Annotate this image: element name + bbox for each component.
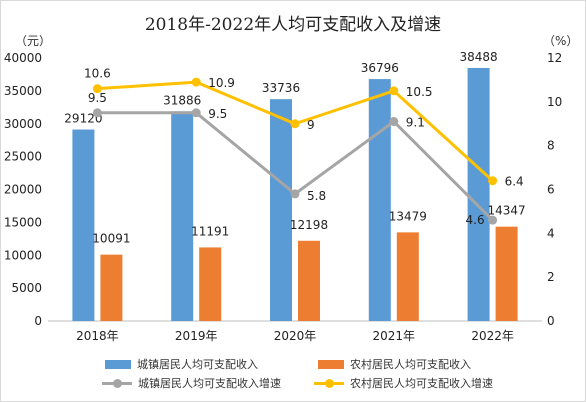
legend-item-rural-income: 农村居民人均可支配收入	[318, 356, 471, 372]
legend-marker-urban-growth	[102, 377, 132, 389]
bar-data-label: 12198	[290, 218, 328, 232]
line-data-label: 9.5	[208, 107, 227, 121]
x-tick-label: 2018年	[76, 329, 119, 343]
bar-data-label: 10091	[92, 232, 130, 246]
bar	[270, 99, 292, 322]
left-tick-label: 20000	[4, 183, 42, 197]
line-point	[191, 108, 201, 118]
line-point	[290, 189, 300, 199]
legend-item-urban-growth: 城镇居民人均可支配收入增速	[102, 375, 281, 391]
left-tick-label: 40000	[4, 51, 42, 65]
left-axis-unit: （元）	[15, 34, 52, 48]
legend-label-urban-income: 城镇居民人均可支配收入	[137, 358, 258, 371]
left-tick-label: 35000	[4, 84, 42, 98]
line-point	[92, 84, 102, 94]
legend-swatch-rural-income	[318, 359, 344, 369]
legend-label-urban-growth: 城镇居民人均可支配收入增速	[138, 377, 281, 390]
bar-data-label: 36796	[361, 61, 399, 75]
right-tick-label: 12	[547, 51, 562, 65]
legend-marker-rural-growth	[314, 377, 344, 389]
line-data-label: 9.1	[406, 116, 425, 130]
left-tick-label: 25000	[4, 150, 42, 164]
series-line	[97, 80, 494, 182]
right-tick-label: 2	[547, 270, 555, 284]
bar	[467, 67, 490, 321]
right-tick-label: 6	[547, 183, 555, 197]
left-tick-label: 10000	[4, 248, 42, 262]
bar-data-label: 14347	[488, 204, 526, 218]
line-point	[488, 176, 498, 186]
x-tick-label: 2019年	[175, 329, 218, 343]
bar-data-label: 31886	[163, 93, 201, 107]
right-tick-label: 0	[547, 314, 555, 328]
bar	[396, 232, 419, 321]
legend-item-urban-income: 城镇居民人均可支配收入	[105, 356, 258, 372]
x-tick-label: 2020年	[274, 329, 317, 343]
bar	[72, 129, 95, 321]
line-data-label: 9.5	[88, 91, 107, 105]
line-point	[191, 77, 201, 87]
bar-data-label: 11191	[191, 224, 229, 238]
line-point	[488, 215, 498, 225]
x-tick-label: 2022年	[471, 329, 514, 343]
bar-data-label: 33736	[262, 81, 300, 95]
line-point	[92, 108, 102, 118]
bar-data-label: 13479	[389, 209, 427, 223]
line-data-label: 4.6	[466, 213, 485, 227]
bar	[298, 240, 320, 321]
legend-item-rural-growth: 农村居民人均可支配收入增速	[314, 375, 493, 391]
line-data-label: 10.9	[208, 76, 235, 90]
x-tick-label: 2021年	[373, 329, 416, 343]
right-axis-unit: （%）	[543, 34, 579, 48]
legend-swatch-urban-income	[105, 359, 131, 369]
bar	[368, 79, 391, 321]
legend-label-rural-income: 农村居民人均可支配收入	[350, 358, 471, 371]
left-tick-label: 5000	[11, 281, 42, 295]
bar	[171, 111, 194, 321]
bar-data-label: 38488	[460, 50, 498, 64]
bar	[100, 254, 123, 321]
right-tick-label: 4	[547, 226, 555, 240]
series-line	[97, 111, 494, 222]
line-data-label: 6.4	[505, 175, 524, 189]
right-tick-label: 8	[547, 139, 555, 153]
legend-label-rural-growth: 农村居民人均可支配收入增速	[350, 377, 493, 390]
line-data-label: 9	[307, 118, 315, 132]
line-point	[389, 86, 399, 96]
bar	[199, 247, 222, 321]
line-data-label: 10.6	[84, 67, 111, 81]
line-point	[290, 119, 300, 129]
bar-data-label: 29120	[64, 112, 102, 126]
left-tick-label: 30000	[4, 117, 42, 131]
line-point	[389, 117, 399, 127]
right-tick-label: 10	[547, 95, 562, 109]
bar	[495, 226, 518, 321]
line-data-label: 5.8	[307, 189, 326, 203]
left-tick-label: 0	[34, 314, 42, 328]
line-data-label: 10.5	[406, 85, 433, 99]
left-tick-label: 15000	[4, 215, 42, 229]
chart-title: 2018年-2022年人均可支配收入及增速	[144, 15, 442, 35]
